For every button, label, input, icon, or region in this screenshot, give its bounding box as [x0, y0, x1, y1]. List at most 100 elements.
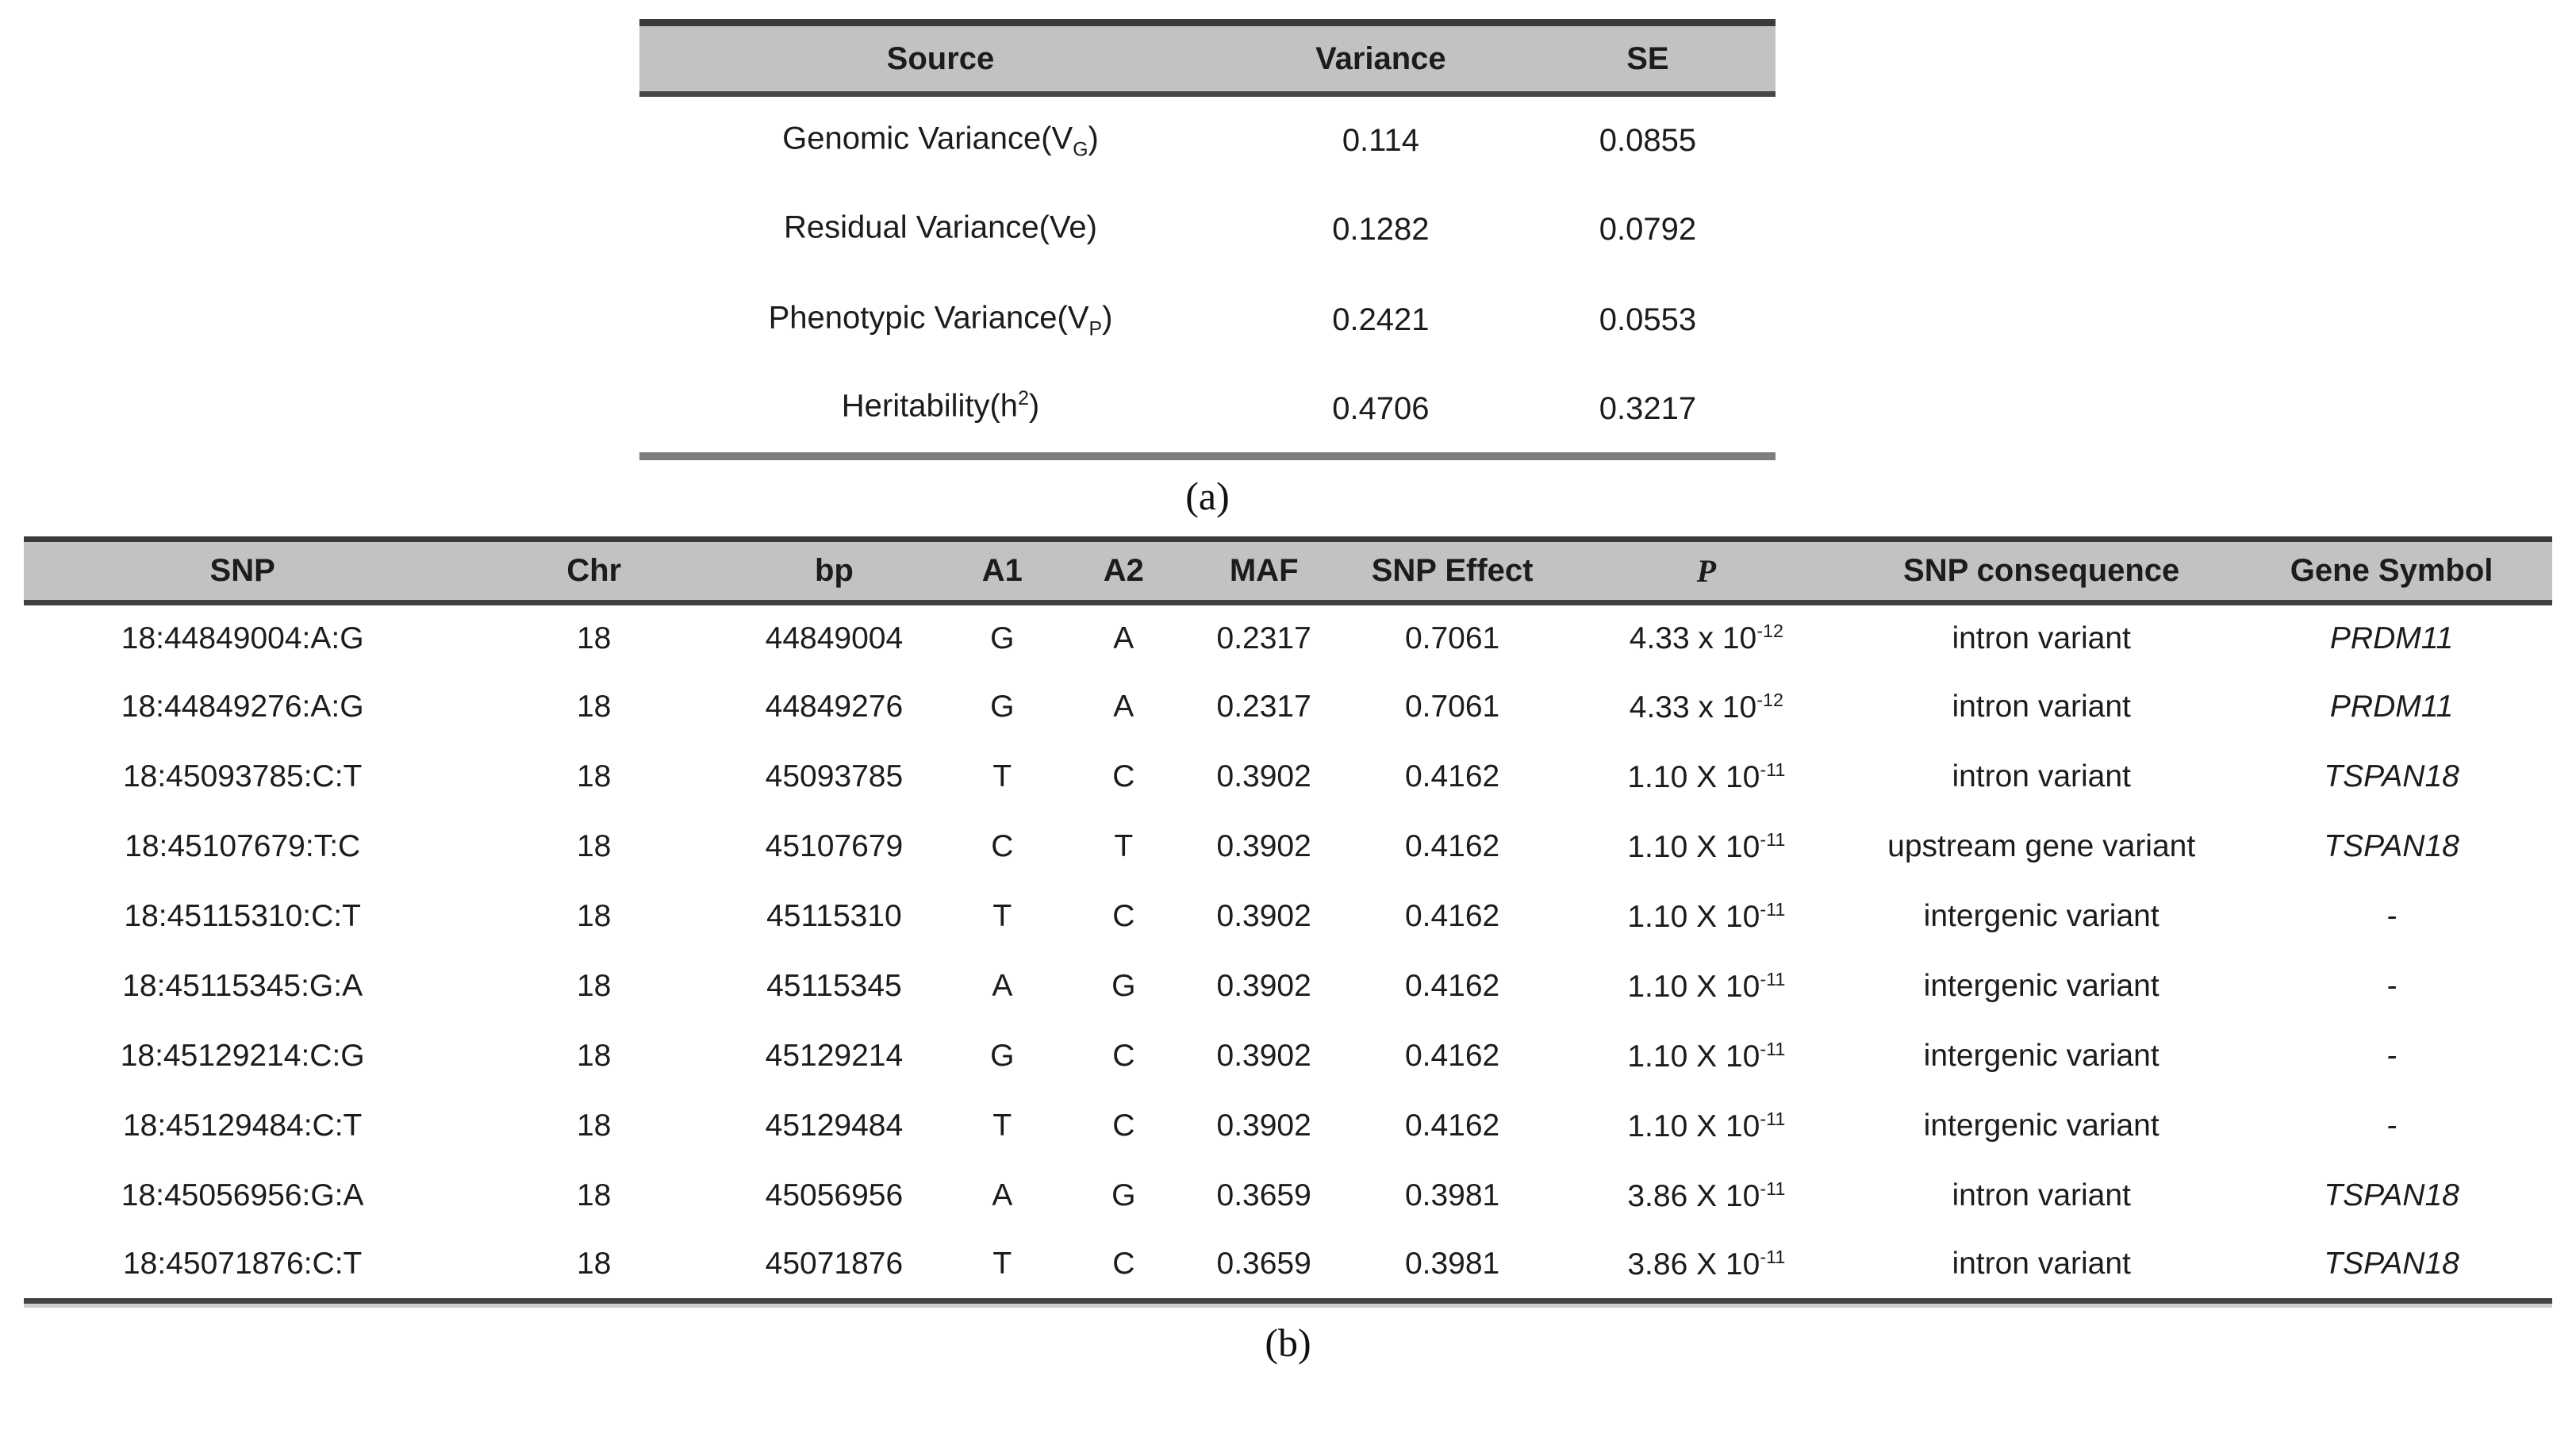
cell-a1: G — [990, 1039, 1015, 1073]
cell-gene-symbol: - — [2386, 1108, 2397, 1143]
table-row: 18:45071876:C:T 18 45071876 T C 0.3659 0… — [24, 1231, 2552, 1301]
cell-snp-effect: 0.4162 — [1404, 1039, 1500, 1073]
cell-p-value: 1.10 X 10-11 — [1627, 968, 1786, 1004]
cell-chr: 18 — [576, 1108, 612, 1143]
cell-consequence: intron variant — [1952, 1247, 2131, 1281]
cell-a1: G — [990, 690, 1015, 724]
variance-components-table: Source Variance SE Genomic Variance(VG) … — [639, 19, 1776, 460]
cell-chr: 18 — [576, 1039, 612, 1073]
cell-chr: 18 — [576, 621, 612, 655]
cell-a2: C — [1112, 1247, 1135, 1281]
cell-snp-effect: 0.4162 — [1404, 759, 1500, 793]
table-row: 18:45115345:G:A 18 45115345 A G 0.3902 0… — [24, 951, 2552, 1021]
cell-gene-symbol: - — [2386, 1039, 2397, 1073]
header-snp: SNP — [24, 539, 462, 605]
cell-consequence: intergenic variant — [1923, 969, 2159, 1003]
cell-gene-symbol: TSPAN18 — [2324, 829, 2459, 863]
cell-chr: 18 — [576, 759, 612, 793]
cell-bp: 45115345 — [766, 969, 902, 1003]
cell-snp: 18:45071876:C:T — [122, 1247, 363, 1281]
table-row: 18:45107679:T:C 18 45107679 C T 0.3902 0… — [24, 812, 2552, 882]
cell-p-value: 4.33 x 10-12 — [1629, 689, 1784, 724]
cell-source: Phenotypic Variance(VP) — [768, 300, 1113, 340]
cell-maf: 0.2317 — [1216, 690, 1311, 724]
cell-p-value: 1.10 X 10-11 — [1627, 828, 1786, 864]
cell-chr: 18 — [576, 1247, 612, 1281]
header-source: Source — [639, 21, 1242, 97]
cell-bp: 45129214 — [765, 1039, 904, 1073]
cell-consequence: intron variant — [1952, 690, 2131, 724]
cell-p-value: 1.10 X 10-11 — [1627, 1038, 1786, 1074]
cell-snp-effect: 0.4162 — [1404, 899, 1500, 933]
cell-a1: A — [992, 1178, 1013, 1212]
cell-variance: 0.2421 — [1332, 302, 1430, 337]
cell-source: Residual Variance(Ve) — [783, 209, 1097, 245]
cell-chr: 18 — [576, 829, 612, 863]
cell-source: Heritability(h2) — [841, 388, 1040, 424]
cell-chr: 18 — [576, 969, 612, 1003]
cell-gene-symbol: - — [2386, 969, 2397, 1003]
cell-consequence: intron variant — [1952, 621, 2131, 655]
table-row: 18:45129214:C:G 18 45129214 G C 0.3902 0… — [24, 1021, 2552, 1091]
table-row: 18:45115310:C:T 18 45115310 T C 0.3902 0… — [24, 882, 2552, 951]
cell-snp: 18:45107679:T:C — [125, 829, 361, 863]
cell-a1: T — [992, 759, 1012, 793]
cell-maf: 0.3902 — [1216, 759, 1311, 793]
cell-a1: T — [992, 899, 1012, 933]
cell-bp: 45093785 — [765, 759, 904, 793]
cell-p-value: 1.10 X 10-11 — [1627, 759, 1786, 794]
snp-association-table: SNP Chr bp A1 A2 MAF SNP Effect P SNP co… — [24, 536, 2552, 1304]
cell-chr: 18 — [576, 690, 612, 724]
cell-consequence: intergenic variant — [1923, 899, 2159, 933]
cell-source: Genomic Variance(VG) — [782, 120, 1099, 160]
cell-maf: 0.3902 — [1216, 969, 1311, 1003]
cell-gene-symbol: TSPAN18 — [2324, 759, 2459, 793]
variance-table-header-row: Source Variance SE — [639, 21, 1776, 97]
cell-a1: A — [992, 969, 1013, 1003]
cell-snp-effect: 0.3981 — [1404, 1178, 1500, 1212]
cell-snp: 18:44849004:A:G — [121, 621, 364, 655]
cell-a2: C — [1112, 759, 1135, 793]
cell-gene-symbol: PRDM11 — [2329, 621, 2454, 655]
cell-gene-symbol: PRDM11 — [2329, 690, 2454, 724]
cell-variance: 0.1282 — [1332, 212, 1430, 247]
cell-variance: 0.4706 — [1332, 390, 1430, 426]
cell-se: 0.0553 — [1599, 302, 1697, 337]
cell-se: 0.0855 — [1599, 122, 1697, 158]
cell-snp: 18:45115345:G:A — [122, 969, 363, 1003]
cell-a1: G — [990, 621, 1015, 655]
cell-a1: T — [992, 1108, 1012, 1143]
cell-snp: 18:45129214:C:G — [120, 1039, 365, 1073]
header-p-value: P — [1561, 539, 1852, 605]
header-maf: MAF — [1184, 539, 1344, 605]
snp-table-section: SNP Chr bp A1 A2 MAF SNP Effect P SNP co… — [24, 536, 2552, 1366]
cell-maf: 0.2317 — [1216, 621, 1311, 655]
cell-bp: 45107679 — [765, 829, 904, 863]
table-row: 18:45093785:C:T 18 45093785 T C 0.3902 0… — [24, 742, 2552, 812]
cell-a2: C — [1112, 899, 1135, 933]
cell-maf: 0.3902 — [1216, 899, 1311, 933]
cell-snp: 18:44849276:A:G — [121, 690, 364, 724]
table-row: 18:45129484:C:T 18 45129484 T C 0.3902 0… — [24, 1091, 2552, 1161]
cell-bp: 45115310 — [766, 899, 902, 933]
header-a1: A1 — [941, 539, 1063, 605]
table-row: Phenotypic Variance(VP) 0.2421 0.0553 — [639, 275, 1776, 366]
cell-p-value: 4.33 x 10-12 — [1629, 621, 1784, 656]
cell-snp: 18:45115310:C:T — [124, 899, 361, 933]
table-row: Residual Variance(Ve) 0.1282 0.0792 — [639, 185, 1776, 275]
cell-gene-symbol: TSPAN18 — [2324, 1247, 2459, 1281]
cell-p-value: 1.10 X 10-11 — [1627, 1108, 1786, 1143]
table-row: 18:44849276:A:G 18 44849276 G A 0.2317 0… — [24, 672, 2552, 742]
cell-a2: A — [1113, 621, 1134, 655]
cell-consequence: intron variant — [1952, 1178, 2131, 1212]
cell-consequence: intergenic variant — [1923, 1039, 2159, 1073]
cell-consequence: intergenic variant — [1923, 1108, 2159, 1143]
header-snp-effect: SNP Effect — [1343, 539, 1561, 605]
cell-se: 0.0792 — [1599, 212, 1697, 247]
cell-bp: 44849004 — [765, 621, 904, 655]
table-row: 18:45056956:G:A 18 45056956 A G 0.3659 0… — [24, 1161, 2552, 1231]
header-bp: bp — [726, 539, 942, 605]
cell-a2: G — [1111, 969, 1136, 1003]
cell-bp: 44849276 — [765, 690, 904, 724]
cell-snp-effect: 0.3981 — [1404, 1247, 1500, 1281]
